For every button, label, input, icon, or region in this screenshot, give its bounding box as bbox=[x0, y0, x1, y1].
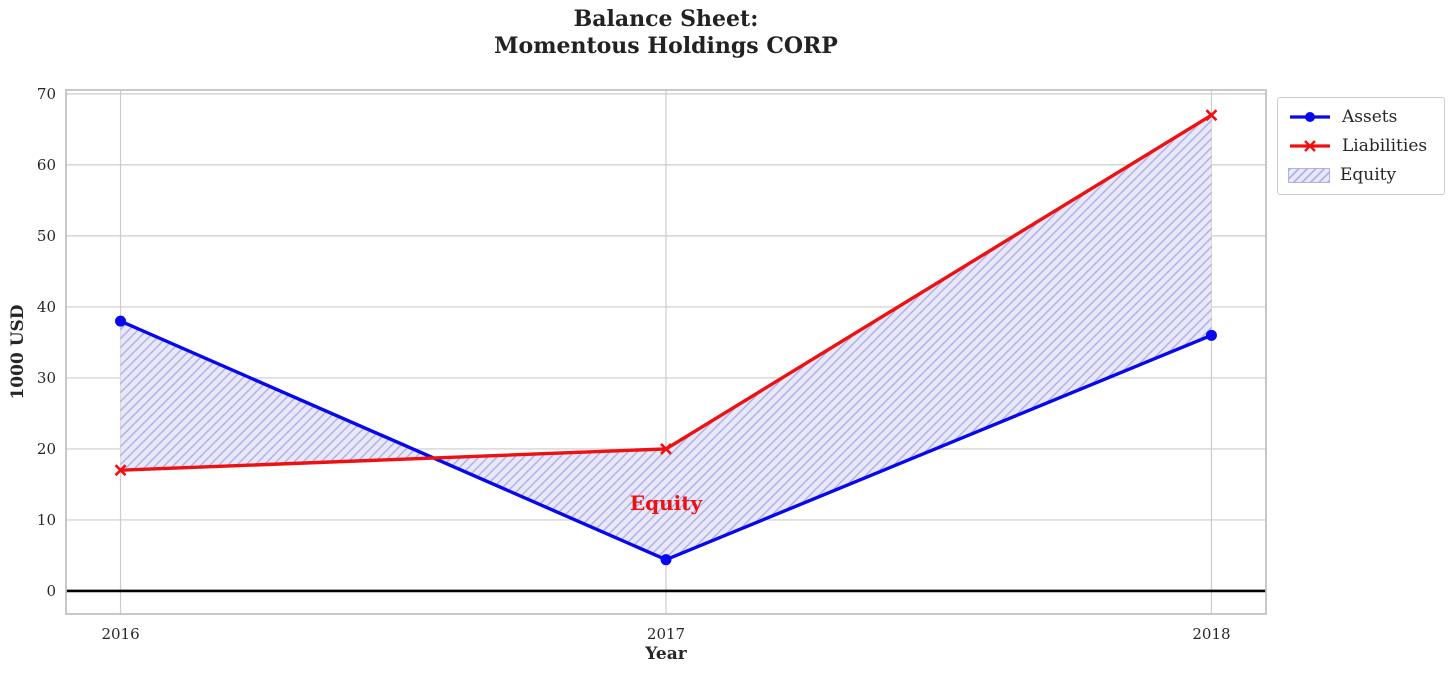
assets-marker bbox=[660, 554, 672, 566]
legend-label-assets: Assets bbox=[1342, 107, 1398, 127]
chart-title: Balance Sheet: Momentous Holdings CORP bbox=[494, 6, 838, 59]
legend: Assets Liabilities Equity bbox=[1277, 97, 1445, 195]
y-tick-label: 50 bbox=[37, 227, 56, 245]
y-tick-label: 30 bbox=[37, 369, 56, 387]
legend-item-assets: Assets bbox=[1288, 106, 1434, 128]
x-tick-label: 2018 bbox=[1192, 625, 1230, 643]
liabilities-marker bbox=[114, 464, 127, 477]
y-axis-label: 1000 USD bbox=[8, 304, 28, 400]
equity-patch-swatch bbox=[1288, 167, 1330, 183]
y-tick-label: 60 bbox=[37, 156, 56, 174]
x-tick-label: 2017 bbox=[647, 625, 685, 643]
x-tick-label: 2016 bbox=[101, 625, 139, 643]
legend-label-equity: Equity bbox=[1340, 165, 1397, 185]
assets-marker bbox=[115, 315, 127, 327]
y-tick-label: 70 bbox=[37, 85, 56, 103]
legend-item-liabilities: Liabilities bbox=[1288, 135, 1434, 157]
legend-item-equity: Equity bbox=[1288, 164, 1434, 186]
y-tick-label: 40 bbox=[37, 298, 56, 316]
equity-fill-area bbox=[120, 115, 1212, 560]
y-tick-label: 10 bbox=[37, 511, 56, 529]
assets-line-swatch bbox=[1290, 112, 1330, 122]
liabilities-marker bbox=[1205, 109, 1218, 122]
y-tick-label: 0 bbox=[46, 582, 56, 600]
liabilities-line-swatch bbox=[1290, 140, 1330, 152]
assets-marker bbox=[1205, 329, 1217, 341]
plot-border bbox=[65, 89, 1267, 615]
liabilities-marker bbox=[660, 442, 672, 455]
y-tick-label: 20 bbox=[37, 440, 56, 458]
equity-annotation: Equity bbox=[629, 490, 703, 515]
x-axis-label: Year bbox=[645, 644, 687, 664]
legend-label-liabilities: Liabilities bbox=[1342, 136, 1428, 156]
